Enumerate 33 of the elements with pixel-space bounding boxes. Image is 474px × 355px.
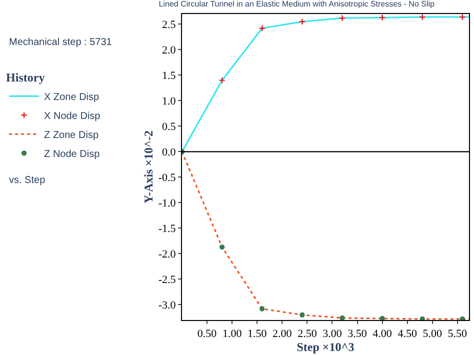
x-tick-label: 2.00 — [272, 328, 292, 340]
chart-title: Lined Circular Tunnel in an Elastic Medium with Anisotropic Stresses - No Slip — [158, 0, 436, 9]
y-tick-label: -2.0 — [158, 248, 176, 261]
x-tick-label: 3.00 — [322, 328, 342, 340]
legend-label: X Zone Disp — [44, 92, 100, 104]
x-axis-title: Step ×10^3 — [296, 340, 354, 354]
x-tick-label: 0.50 — [197, 328, 218, 340]
text: Mechanical step : 5731 — [9, 37, 112, 48]
x-tick-label: 3.50 — [348, 328, 368, 340]
x-tick-label: 4.50 — [398, 328, 418, 340]
x-tick-label: 1.00 — [222, 328, 242, 340]
x-tick-label: 5.00 — [422, 328, 443, 340]
legend-label: Z Zone Disp — [44, 130, 99, 142]
legend-label: Z Node Disp — [44, 149, 100, 160]
legend-title: History — [6, 70, 45, 85]
y-tick-label: 0.0 — [162, 146, 176, 159]
y-tick-label: 1.5 — [162, 70, 176, 82]
y-tick-label: 0.5 — [162, 121, 176, 134]
y-tick-label: -0.5 — [158, 172, 176, 184]
x-tick-label: 1.50 — [247, 328, 268, 340]
y-tick-label: -2.5 — [158, 274, 176, 286]
x-tick-label: 4.00 — [372, 328, 392, 340]
y-tick-label: -3.0 — [158, 300, 176, 312]
y-tick-label: 2.0 — [162, 44, 176, 57]
y-tick-label: -1.5 — [158, 223, 176, 236]
y-axis-title: Y-Axis ×10^-2 — [142, 130, 156, 204]
y-tick-label: 2.5 — [162, 19, 176, 32]
y-tick-label: -1.0 — [158, 198, 176, 210]
legend-label: X Node Disp — [44, 111, 101, 122]
x-tick-label: 2.50 — [298, 328, 318, 340]
y-tick-label: 1.0 — [162, 96, 176, 108]
text: vs. Step — [9, 175, 46, 186]
x-tick-label: 5.50 — [448, 328, 468, 340]
